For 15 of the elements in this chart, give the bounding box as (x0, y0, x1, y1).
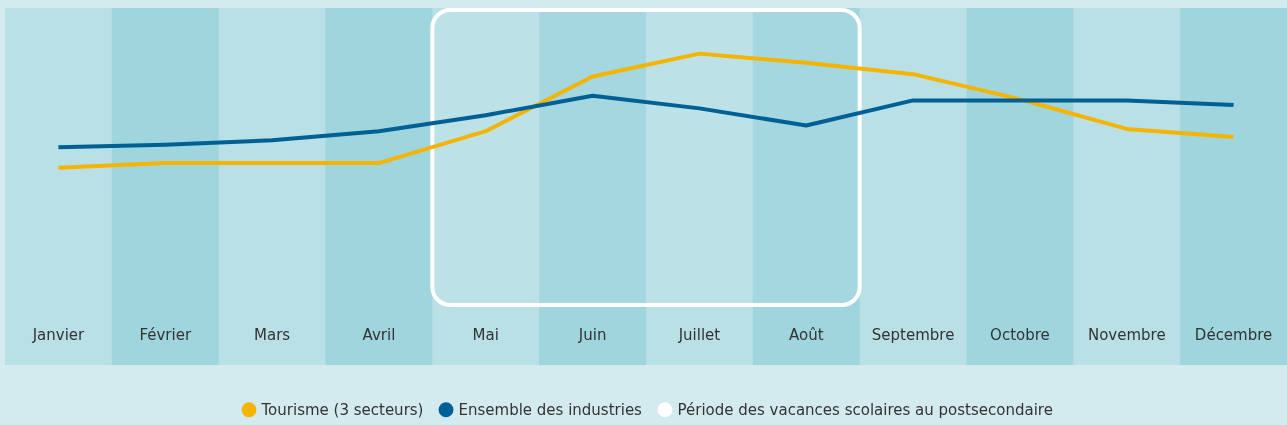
x-tick-label: Juillet (677, 326, 721, 344)
x-tick-label: Avril (362, 326, 396, 344)
x-tick-label: Février (139, 326, 192, 344)
x-tick-label: Septembre (871, 326, 955, 344)
legend-label: Période des vacances scolaires au postsecondaire (677, 400, 1053, 419)
x-tick-label: Octobre (990, 326, 1050, 344)
x-tick-label: Novembre (1087, 326, 1166, 344)
x-tick-label: Août (788, 326, 824, 344)
x-tick-label: Juin (577, 326, 607, 344)
x-tick-label: Mai (472, 326, 499, 344)
x-tick-label: Mars (254, 326, 291, 344)
x-tick-label: Décembre (1194, 326, 1273, 344)
legend-label: Tourisme (3 secteurs) (260, 400, 424, 419)
x-tick-label: Janvier (31, 326, 86, 344)
legend-label: Ensemble des industries (458, 400, 643, 419)
